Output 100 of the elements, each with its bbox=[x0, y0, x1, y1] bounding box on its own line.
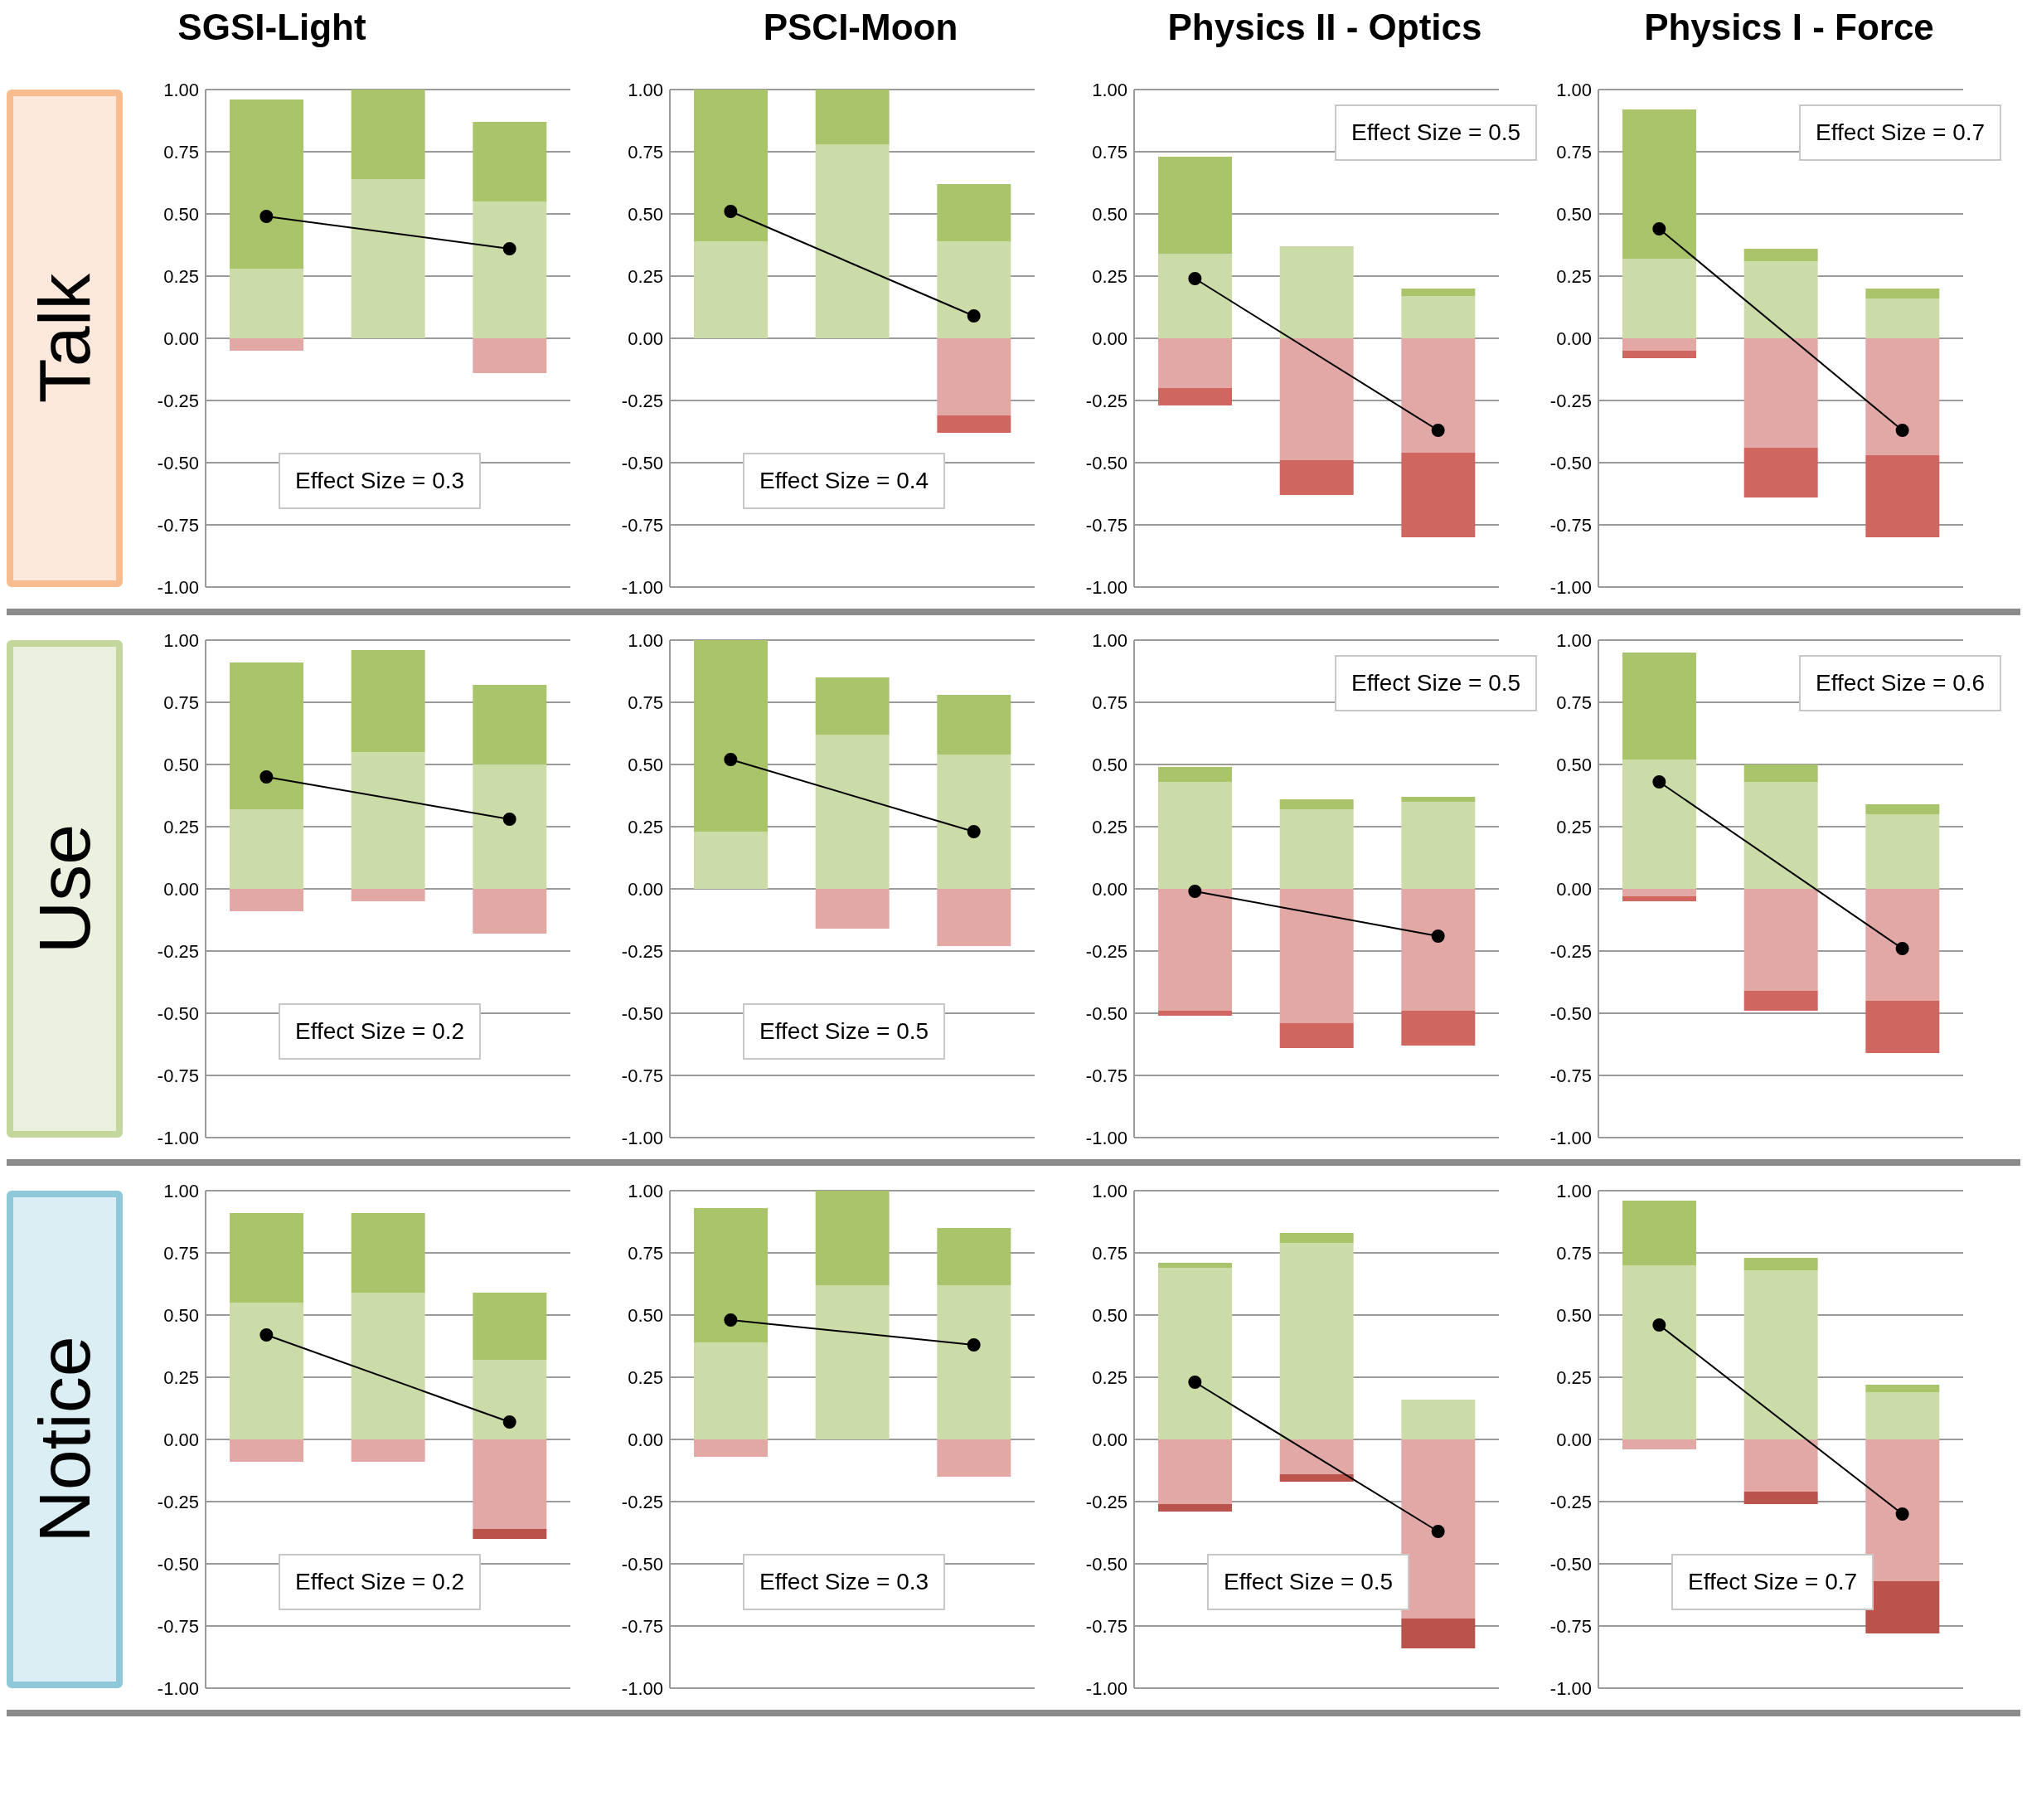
bar bbox=[230, 99, 303, 269]
bar bbox=[1865, 1439, 1940, 1581]
y-tick-label: -1.00 bbox=[1085, 576, 1127, 598]
y-tick-label: 0.50 bbox=[1556, 754, 1592, 775]
y-tick-label: -0.75 bbox=[1085, 1065, 1127, 1086]
bar bbox=[1865, 298, 1940, 338]
annotation: Effect Size = 0.2 bbox=[279, 1003, 482, 1060]
bar bbox=[1401, 802, 1476, 889]
y-tick-label: -0.25 bbox=[1085, 390, 1127, 411]
bar bbox=[1865, 455, 1940, 537]
chart-title: PSCI-Moon bbox=[762, 7, 959, 49]
bar bbox=[1279, 246, 1354, 338]
y-tick-label: -0.75 bbox=[1549, 1615, 1592, 1637]
bar bbox=[694, 241, 768, 338]
y-tick-label: -1.00 bbox=[1549, 1127, 1592, 1148]
bar bbox=[937, 241, 1011, 338]
y-tick-label: 1.00 bbox=[628, 79, 663, 100]
y-tick-label: -0.50 bbox=[621, 1002, 663, 1024]
y-tick-label: -0.75 bbox=[1085, 1615, 1127, 1637]
y-tick-label: -0.25 bbox=[1085, 940, 1127, 962]
bar bbox=[1622, 896, 1696, 901]
y-tick-label: 1.00 bbox=[628, 629, 663, 651]
bar bbox=[815, 735, 890, 889]
bar bbox=[1743, 1258, 1818, 1270]
y-tick-label: 0.50 bbox=[1092, 754, 1127, 775]
annotation: Effect Size = 0.2 bbox=[279, 1554, 482, 1610]
y-tick-label: 1.00 bbox=[1556, 1180, 1592, 1201]
chart-title: Physics II - Optics bbox=[1166, 7, 1483, 49]
y-tick-label: 0.50 bbox=[163, 203, 199, 225]
y-tick-label: -1.00 bbox=[1549, 576, 1592, 598]
y-axis-title: Notice bbox=[22, 1336, 106, 1543]
y-tick-label: -0.75 bbox=[157, 1615, 199, 1637]
bar bbox=[937, 1228, 1011, 1285]
y-tick-label: 1.00 bbox=[1092, 79, 1127, 100]
bar bbox=[815, 1191, 890, 1285]
y-tick-label: -0.75 bbox=[157, 1065, 199, 1086]
bar bbox=[1401, 1400, 1476, 1439]
y-tick-label: 0.00 bbox=[163, 328, 199, 349]
y-tick-label: 0.25 bbox=[628, 265, 663, 287]
bar bbox=[937, 184, 1011, 241]
bar bbox=[351, 752, 425, 889]
bar bbox=[1743, 1270, 1818, 1439]
bar bbox=[937, 1439, 1011, 1477]
y-tick-label: -0.50 bbox=[621, 452, 663, 473]
bar bbox=[1401, 289, 1476, 296]
y-tick-label: 0.25 bbox=[1556, 1366, 1592, 1388]
y-tick-label: -0.75 bbox=[1085, 514, 1127, 536]
bar bbox=[1279, 338, 1354, 460]
y-tick-label: 0.00 bbox=[628, 1429, 663, 1450]
y-tick-label: -0.25 bbox=[621, 390, 663, 411]
bar bbox=[1158, 767, 1232, 782]
annotation: Effect Size = 0.3 bbox=[743, 1554, 946, 1610]
y-tick-label: 0.50 bbox=[1092, 1304, 1127, 1326]
bar bbox=[351, 889, 425, 901]
y-tick-label: 0.75 bbox=[1092, 692, 1127, 713]
bar bbox=[230, 338, 303, 351]
y-tick-label: 0.25 bbox=[163, 1366, 199, 1388]
bar bbox=[351, 1439, 425, 1462]
bar bbox=[694, 640, 768, 832]
bar bbox=[1865, 338, 1940, 455]
y-tick-label: 0.00 bbox=[628, 878, 663, 900]
bar bbox=[1743, 1439, 1818, 1492]
bar bbox=[1279, 1439, 1354, 1474]
bar bbox=[1865, 1392, 1940, 1439]
y-tick-label: 1.00 bbox=[163, 79, 199, 100]
y-tick-label: 0.75 bbox=[163, 141, 199, 163]
bar bbox=[1865, 814, 1940, 889]
y-tick-label: 0.25 bbox=[1556, 265, 1592, 287]
bar bbox=[1865, 1581, 1940, 1633]
y-tick-label: 0.00 bbox=[163, 1429, 199, 1450]
annotation: Effect Size = 0.6 bbox=[1799, 655, 2002, 711]
y-tick-label: 1.00 bbox=[1556, 79, 1592, 100]
y-tick-label: 1.00 bbox=[628, 1180, 663, 1201]
bar bbox=[1401, 338, 1476, 453]
y-tick-label: -0.25 bbox=[621, 940, 663, 962]
y-tick-label: 0.50 bbox=[628, 754, 663, 775]
bar bbox=[1743, 261, 1818, 338]
y-tick-label: -1.00 bbox=[1085, 1677, 1127, 1699]
bar bbox=[473, 1439, 547, 1529]
y-tick-label: -1.00 bbox=[621, 1677, 663, 1699]
bar bbox=[937, 695, 1011, 755]
bar bbox=[1622, 760, 1696, 889]
y-tick-label: 0.00 bbox=[1092, 328, 1127, 349]
chart-title: Physics I - Force bbox=[1643, 7, 1935, 49]
y-tick-label: 0.75 bbox=[1556, 1242, 1592, 1264]
bar bbox=[473, 1293, 547, 1360]
bar bbox=[473, 338, 547, 373]
y-tick-label: 1.00 bbox=[163, 1180, 199, 1201]
bar bbox=[937, 755, 1011, 889]
y-tick-label: -0.25 bbox=[1549, 390, 1592, 411]
y-tick-label: -1.00 bbox=[157, 1677, 199, 1699]
bar bbox=[473, 201, 547, 338]
bar bbox=[1158, 1439, 1232, 1504]
bar bbox=[1622, 1439, 1696, 1449]
y-tick-label: 0.25 bbox=[1092, 265, 1127, 287]
bar bbox=[937, 338, 1011, 415]
bar bbox=[1158, 1011, 1232, 1016]
bar bbox=[1401, 797, 1476, 802]
bar bbox=[1743, 764, 1818, 782]
bar bbox=[473, 122, 547, 201]
